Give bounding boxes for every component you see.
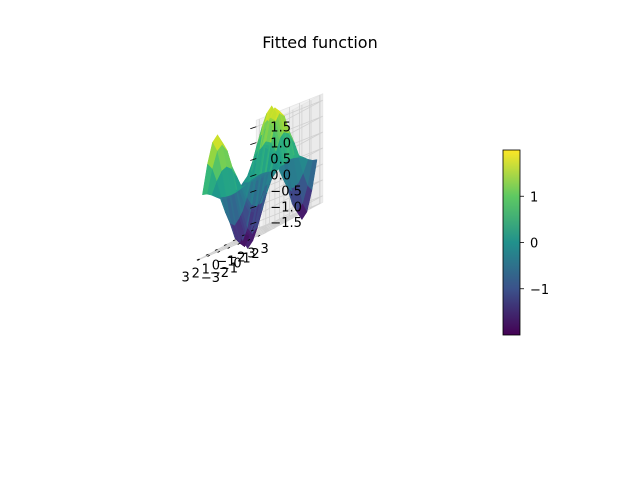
colorbar-gradient <box>502 149 521 336</box>
colorbar: 1 0 −1 <box>502 149 549 336</box>
x-tick-label: 1 <box>202 262 210 277</box>
x-tick-label: 0 <box>212 258 220 273</box>
z-tick-label: 0.5 <box>270 153 291 168</box>
x-tick-label: 3 <box>182 270 190 285</box>
z-tick-mark <box>250 174 257 177</box>
x-tick-mark <box>227 246 231 249</box>
y-tick-label: −3 <box>201 271 220 286</box>
z-tick-label: 0.0 <box>270 169 291 184</box>
surface-face <box>202 163 213 196</box>
z-tick-label: 1.5 <box>270 121 291 136</box>
z-tick-label: −1.5 <box>270 216 302 231</box>
z-tick-label: −0.5 <box>270 184 302 199</box>
x-tick-label: −2 <box>226 250 245 265</box>
y-tick-label: 1 <box>242 252 250 267</box>
grid-line-z <box>256 179 323 213</box>
grid-line-z <box>256 195 323 229</box>
z-tick-mark <box>250 221 257 225</box>
x-tick-mark <box>247 238 251 241</box>
colorbar-tick-label: 1 <box>530 190 538 205</box>
surface-mesh <box>202 105 318 249</box>
y-tick-mark <box>214 248 218 251</box>
grid-line-z <box>256 163 323 197</box>
y-tick-mark <box>196 258 200 261</box>
y-tick-mark <box>223 244 227 246</box>
z-tick-mark <box>250 205 257 209</box>
y-tick-mark <box>232 239 236 242</box>
x-tick-label: −1 <box>216 254 235 269</box>
x-tick-mark <box>207 254 210 257</box>
z-tick-mark <box>250 126 257 130</box>
chart-title: Fitted function <box>262 33 378 52</box>
y-tick-mark <box>205 253 209 256</box>
x-tick-label: 2 <box>192 266 200 281</box>
z-tick-mark <box>250 190 257 193</box>
z-tick-mark <box>250 158 257 161</box>
colorbar-tick-label: −1 <box>530 283 549 298</box>
colorbar-tick-label: 0 <box>530 237 538 252</box>
y-tick-mark <box>250 229 254 232</box>
y-tick-label: 0 <box>233 257 241 272</box>
y-tick-label: 2 <box>251 247 259 262</box>
x-tick-mark <box>257 234 261 237</box>
x-tick-mark <box>237 242 241 245</box>
y-tick-label: −2 <box>210 266 229 281</box>
y-tick-label: −1 <box>219 261 238 276</box>
z-tick-label: −1.0 <box>270 200 302 215</box>
x-tick-label: −3 <box>237 246 256 261</box>
z-tick-mark <box>250 142 257 146</box>
y-tick-mark <box>241 234 245 237</box>
x-tick-mark <box>217 250 221 253</box>
y-tick-label: 3 <box>260 242 268 257</box>
z-tick-label: 1.0 <box>270 137 291 152</box>
